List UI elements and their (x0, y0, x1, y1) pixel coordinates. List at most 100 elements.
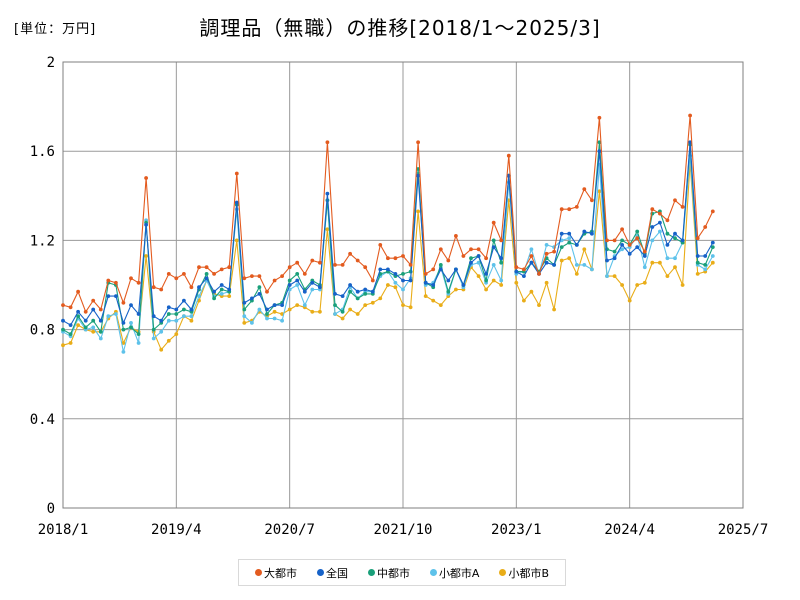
data-point (416, 173, 420, 178)
data-point (552, 307, 556, 312)
data-point (620, 283, 624, 287)
series-全国 (61, 140, 715, 327)
data-point (506, 153, 511, 158)
data-point (340, 294, 345, 298)
data-point (136, 312, 141, 316)
data-point (469, 256, 473, 261)
data-point (265, 312, 269, 316)
data-point (318, 285, 322, 290)
data-point (650, 238, 655, 243)
data-point (182, 314, 186, 319)
data-point (234, 200, 239, 205)
data-point (250, 296, 254, 301)
data-point (401, 303, 405, 307)
data-point (393, 272, 398, 276)
data-point (151, 314, 156, 319)
data-point (393, 280, 398, 285)
data-point (234, 238, 239, 243)
data-point (650, 225, 655, 229)
data-point (582, 263, 587, 267)
data-point (182, 307, 186, 312)
data-point (673, 265, 677, 270)
data-point (333, 303, 337, 307)
data-point (91, 318, 96, 323)
data-point (340, 316, 345, 321)
data-point (416, 209, 420, 214)
series-line (62, 115, 714, 313)
data-point (522, 274, 526, 278)
data-point (454, 267, 458, 272)
data-point (597, 149, 602, 154)
data-point (552, 249, 556, 254)
y-tick-label: 1.2 (30, 233, 55, 249)
data-point (620, 238, 624, 243)
data-point (695, 272, 700, 276)
data-point (91, 329, 96, 334)
data-point (287, 307, 292, 312)
data-point (673, 198, 677, 203)
data-point (612, 256, 617, 261)
data-point (76, 314, 80, 319)
data-point (174, 332, 179, 336)
data-point (544, 280, 549, 285)
data-point (673, 231, 677, 236)
data-point (204, 276, 209, 281)
data-point (544, 243, 549, 247)
data-point (348, 283, 352, 287)
data-point (378, 267, 383, 272)
data-point (166, 318, 171, 323)
data-point (476, 274, 481, 278)
data-point (635, 245, 640, 250)
data-point (499, 283, 504, 287)
data-point (250, 321, 254, 325)
data-point (544, 260, 549, 265)
data-point (287, 283, 292, 287)
plot-area-border (62, 61, 744, 509)
data-point (680, 238, 685, 243)
legend-marker-icon (316, 569, 324, 576)
data-point (673, 256, 677, 261)
data-point (605, 258, 609, 263)
data-point (348, 289, 352, 294)
data-point (76, 309, 80, 314)
data-point (559, 231, 564, 236)
data-point (182, 272, 186, 276)
data-point (250, 274, 254, 278)
data-point (91, 325, 96, 330)
data-point (257, 274, 262, 278)
data-point (302, 303, 307, 307)
data-point (355, 258, 360, 263)
data-point (446, 258, 451, 263)
data-point (219, 267, 224, 272)
data-point (265, 289, 269, 294)
data-point (136, 341, 141, 345)
x-tick-label: 2019/4 (151, 522, 202, 538)
data-point (431, 283, 436, 287)
data-point (559, 207, 564, 212)
data-point (61, 318, 65, 323)
data-point (166, 305, 171, 310)
data-point (642, 280, 647, 285)
y-tick-label: 0.8 (30, 323, 55, 339)
data-point (348, 251, 352, 256)
data-point (174, 318, 179, 323)
data-point (98, 329, 103, 334)
data-point (227, 294, 232, 298)
data-point (605, 238, 609, 243)
data-point (114, 280, 118, 285)
data-point (76, 289, 80, 294)
data-point (197, 285, 201, 290)
data-point (401, 254, 405, 258)
data-point (514, 280, 519, 285)
data-point (431, 298, 436, 303)
data-point (446, 289, 451, 294)
data-point (446, 278, 451, 283)
data-point (227, 287, 232, 292)
data-point (348, 307, 352, 312)
legend-item: 中都市 (367, 565, 410, 581)
data-point (491, 245, 496, 250)
data-point (642, 265, 647, 270)
data-point (529, 260, 534, 265)
data-point (83, 309, 88, 314)
x-tick-label: 2020/7 (264, 522, 315, 538)
